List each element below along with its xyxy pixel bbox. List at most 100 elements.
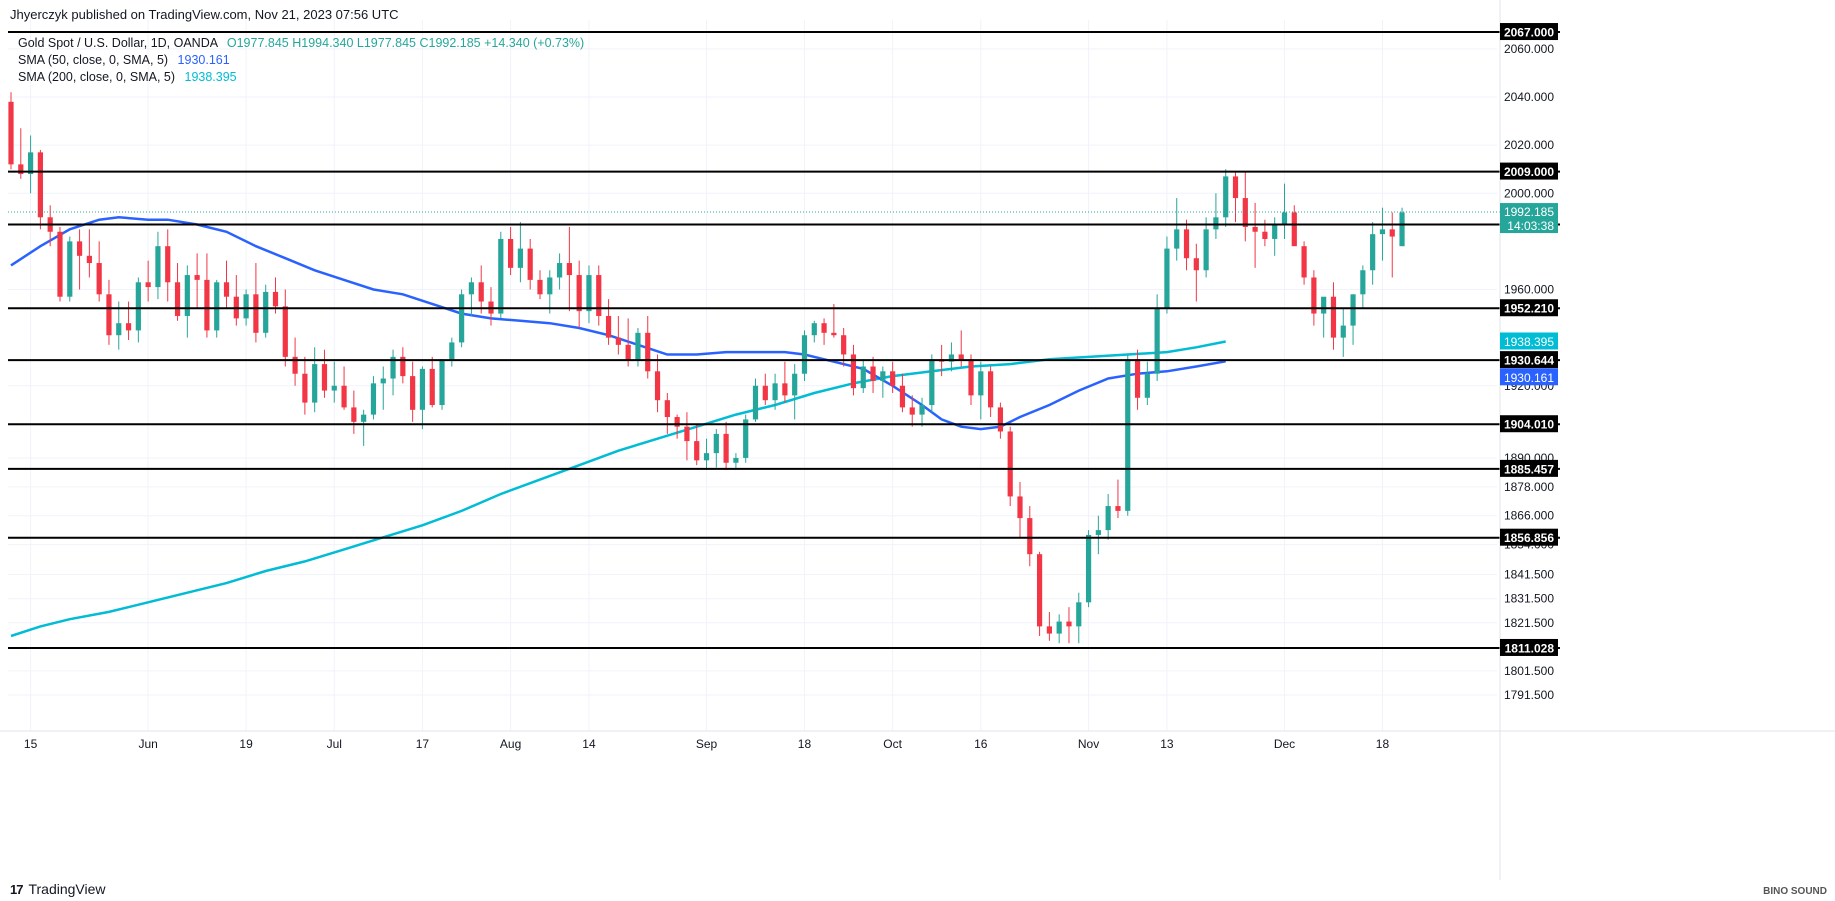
candle-body bbox=[1311, 277, 1317, 314]
candle-body bbox=[459, 294, 465, 343]
candle-body bbox=[1203, 229, 1209, 271]
candle-body bbox=[841, 335, 847, 355]
price-tick-label: 1866.000 bbox=[1504, 509, 1554, 523]
candle-body bbox=[125, 323, 132, 331]
candle-body bbox=[37, 152, 43, 218]
time-tick-label: 18 bbox=[798, 737, 812, 751]
candle-body bbox=[723, 433, 729, 463]
level-label: 1856.856 bbox=[1504, 531, 1554, 545]
candle-body bbox=[1085, 534, 1092, 603]
level-badge bbox=[1500, 23, 1558, 41]
candle-body bbox=[782, 383, 788, 396]
last-price-badge bbox=[1500, 203, 1558, 234]
candle-body bbox=[439, 359, 445, 405]
candle-body bbox=[165, 246, 171, 283]
candle-body bbox=[997, 407, 1004, 432]
price-tick-label: 1841.500 bbox=[1504, 568, 1554, 582]
candle-body bbox=[890, 371, 896, 386]
candle-body bbox=[566, 263, 572, 276]
candle-body bbox=[762, 385, 768, 401]
price-tick-label: 2040.000 bbox=[1504, 90, 1554, 104]
level-badge bbox=[1500, 528, 1558, 546]
sma-badge bbox=[1500, 368, 1558, 386]
candle-body bbox=[214, 282, 220, 331]
candle-body bbox=[615, 337, 621, 345]
candle-body bbox=[831, 332, 837, 336]
time-tick-label: Nov bbox=[1078, 737, 1099, 751]
candle-body bbox=[204, 279, 210, 331]
candle-body bbox=[263, 291, 269, 333]
candle-body bbox=[645, 332, 651, 372]
candle-body bbox=[468, 282, 475, 295]
candle-body bbox=[1321, 296, 1327, 314]
candlestick-series bbox=[8, 92, 1405, 644]
level-badge bbox=[1500, 162, 1558, 180]
time-axis[interactable]: 15 Jun 19 Jul 17 Aug 14 Sep 18 Oct 16 Nov 13 Dec 18 bbox=[0, 730, 1835, 751]
candle-body bbox=[106, 294, 112, 336]
candle-body bbox=[1183, 229, 1190, 259]
candle-body bbox=[253, 294, 259, 333]
level-badge bbox=[1500, 415, 1558, 433]
price-tick-label: 1791.500 bbox=[1504, 688, 1554, 702]
time-tick-label: Jul bbox=[327, 737, 342, 751]
candle-body bbox=[341, 385, 347, 408]
candle-body bbox=[684, 426, 690, 442]
candle-body bbox=[1105, 506, 1111, 531]
candle-body bbox=[1252, 226, 1258, 232]
candle-body bbox=[929, 359, 935, 405]
candle-body bbox=[1370, 234, 1376, 271]
publish-info: Jhyerczyk published on TradingView.com, … bbox=[10, 7, 399, 22]
candle-body bbox=[184, 275, 190, 316]
candle-body bbox=[713, 433, 719, 454]
candle-body bbox=[67, 241, 73, 297]
candle-body bbox=[703, 453, 710, 461]
price-axis[interactable]: 2060.000 2040.000 2020.000 2000.000 1960.000… bbox=[1499, 0, 1554, 880]
candle-body bbox=[1164, 248, 1170, 309]
candle-body bbox=[1046, 626, 1052, 634]
symbol-legend-row[interactable]: Gold Spot / U.S. Dollar, 1D, OANDA O1977… bbox=[18, 35, 584, 52]
time-tick-label: Sep bbox=[696, 737, 718, 751]
candle-body bbox=[272, 291, 279, 307]
candle-body bbox=[527, 248, 533, 280]
candle-body bbox=[1154, 308, 1160, 374]
sma50-legend-row[interactable]: SMA (50, close, 0, SMA, 5) 1930.161 bbox=[18, 52, 584, 69]
candle-body bbox=[1134, 359, 1141, 398]
candle-body bbox=[1272, 224, 1278, 239]
time-tick-label: 13 bbox=[1160, 737, 1174, 751]
candle-body bbox=[1056, 621, 1062, 634]
horizontal-levels[interactable] bbox=[8, 31, 1560, 649]
level-label: 1930.644 bbox=[1504, 354, 1554, 368]
candle-body bbox=[1115, 506, 1121, 511]
candle-body bbox=[1076, 602, 1082, 627]
candle-body bbox=[282, 306, 288, 357]
candle-body bbox=[811, 323, 817, 336]
candle-body bbox=[1301, 246, 1307, 278]
tradingview-brand[interactable]: 17 TradingView bbox=[10, 881, 106, 897]
candle-body bbox=[507, 238, 514, 268]
candle-body bbox=[145, 282, 151, 288]
price-tick-label: 2000.000 bbox=[1504, 186, 1554, 200]
price-tick-label: 1878.000 bbox=[1504, 480, 1554, 494]
candle-body bbox=[605, 315, 612, 338]
candle-body bbox=[517, 248, 523, 268]
candle-body bbox=[292, 356, 298, 374]
candle-body bbox=[331, 385, 337, 391]
candle-body bbox=[733, 457, 739, 463]
sma-badge bbox=[1500, 332, 1558, 350]
candle-body bbox=[1379, 229, 1386, 235]
candle-body bbox=[547, 277, 553, 295]
candle-body bbox=[1281, 212, 1288, 225]
price-tick-label: 2060.000 bbox=[1504, 42, 1554, 56]
candle-body bbox=[1242, 198, 1248, 227]
candle-body bbox=[8, 101, 14, 165]
sma200-legend-row[interactable]: SMA (200, close, 0, SMA, 5) 1938.395 bbox=[18, 69, 584, 86]
countdown-label: 14:03:38 bbox=[1507, 219, 1554, 233]
chart-legend[interactable]: Gold Spot / U.S. Dollar, 1D, OANDA O1977… bbox=[18, 35, 584, 86]
level-badge bbox=[1500, 459, 1558, 477]
candle-body bbox=[948, 354, 955, 362]
price-badges: 2067.0002009.0001987.0001952.2101930.644… bbox=[1500, 23, 1558, 656]
level-label: 2009.000 bbox=[1504, 165, 1554, 179]
candle-body bbox=[116, 323, 122, 336]
candle-body bbox=[1223, 176, 1229, 218]
